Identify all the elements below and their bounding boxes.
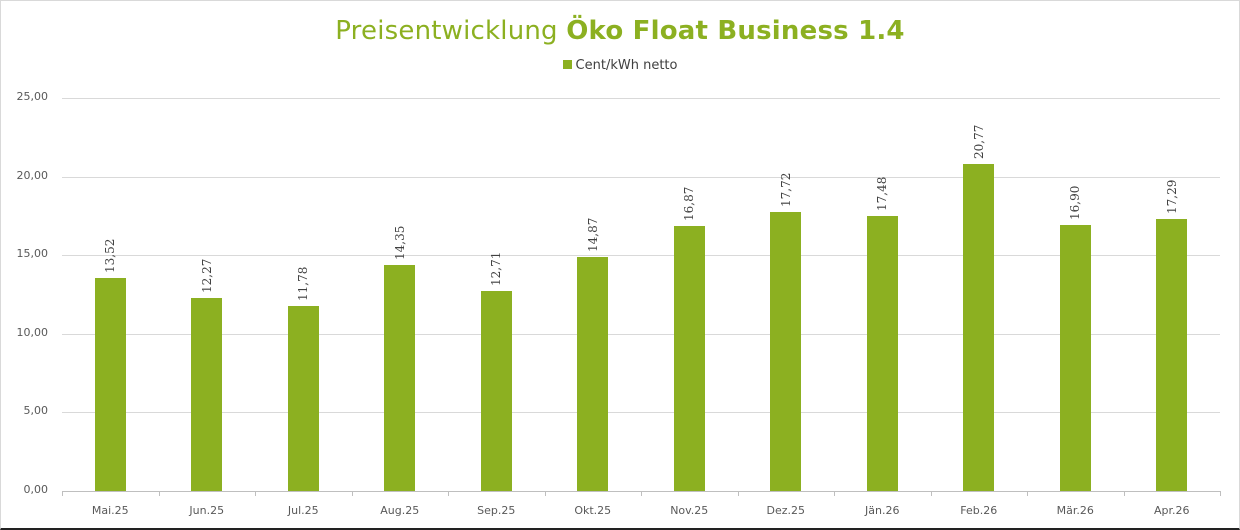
bar-mär-26	[1059, 225, 1091, 491]
x-tick-mark	[62, 491, 63, 496]
x-tick-mark	[544, 491, 546, 496]
gridline	[62, 176, 1220, 178]
bar-nov-25	[673, 225, 705, 491]
chart-legend: Cent/kWh netto	[0, 58, 1240, 73]
data-label: 17,72	[778, 173, 793, 208]
x-tick-mark	[1123, 491, 1125, 496]
bar-okt-25	[577, 257, 609, 491]
data-label: 14,35	[392, 226, 407, 261]
y-tick-label: 10,00	[16, 325, 49, 339]
x-tick-mark	[351, 491, 353, 496]
chart-title-bold: Öko Float Business 1.4	[566, 16, 905, 46]
x-tick-label: Dez.25	[766, 504, 805, 517]
x-tick-label: Mai.25	[91, 504, 129, 517]
x-tick-mark	[930, 491, 932, 496]
data-label: 17,48	[875, 176, 890, 212]
x-tick-label: Nov.25	[670, 504, 709, 517]
y-tick-label: 5,00	[23, 404, 49, 418]
bar-sep-25	[480, 291, 512, 491]
x-tick-mark	[641, 491, 642, 496]
y-tick-label: 0,00	[23, 483, 49, 496]
data-label: 12,71	[489, 251, 504, 287]
data-label: 17,29	[1164, 179, 1179, 215]
data-label: 13,52	[103, 239, 118, 274]
bar-mai-25	[94, 278, 126, 491]
bar-jän-26	[866, 216, 898, 491]
y-tick-label: 25,00	[16, 90, 49, 103]
data-label: 14,87	[585, 217, 600, 253]
x-tick-mark	[255, 491, 256, 496]
legend-label: Cent/kWh netto	[575, 58, 678, 73]
x-tick-label: Sep.25	[477, 504, 516, 517]
x-tick-mark	[158, 491, 160, 496]
chart-title: Preisentwicklung Öko Float Business 1.4	[0, 16, 1240, 46]
y-tick-label: 20,00	[16, 168, 49, 182]
x-tick-label: Apr.26	[1153, 504, 1190, 517]
data-label: 16,90	[1068, 185, 1083, 221]
data-label: 11,78	[296, 266, 311, 301]
x-tick-label: Feb.26	[960, 504, 998, 517]
x-tick-mark	[834, 491, 835, 496]
x-tick-label: Aug.25	[380, 504, 420, 517]
x-tick-label: Jun.25	[189, 504, 225, 517]
x-tick-mark	[448, 491, 449, 496]
data-label: 16,87	[682, 186, 697, 221]
x-tick-mark	[1027, 491, 1028, 496]
gridline	[62, 98, 1220, 99]
bar-aug-25	[384, 265, 416, 491]
bar-feb-26	[963, 164, 995, 491]
x-tick-label: Okt.25	[574, 504, 612, 517]
data-label: 20,77	[971, 125, 986, 160]
gridline	[62, 255, 1220, 257]
x-tick-mark	[737, 491, 739, 496]
bar-jun-25	[191, 298, 223, 491]
bar-jul-25	[287, 305, 319, 491]
gridline	[62, 333, 1220, 335]
bar-dez-25	[770, 212, 802, 491]
x-tick-label: Jän.26	[865, 504, 900, 517]
x-tick-label: Jul.25	[287, 504, 319, 517]
chart-title-regular: Preisentwicklung	[335, 16, 567, 46]
x-tick-label: Mär.26	[1056, 504, 1094, 517]
legend-swatch-icon	[562, 60, 572, 69]
gridline	[62, 412, 1220, 414]
x-tick-mark	[1220, 491, 1221, 496]
plot-area: 13,52 12,27 11,78 14,35 12,71 14,87 16,87 17,72…	[62, 98, 1221, 496]
data-label: 12,27	[199, 258, 214, 294]
y-tick-label: 15,00	[16, 247, 49, 261]
bar-apr-26	[1156, 219, 1188, 491]
